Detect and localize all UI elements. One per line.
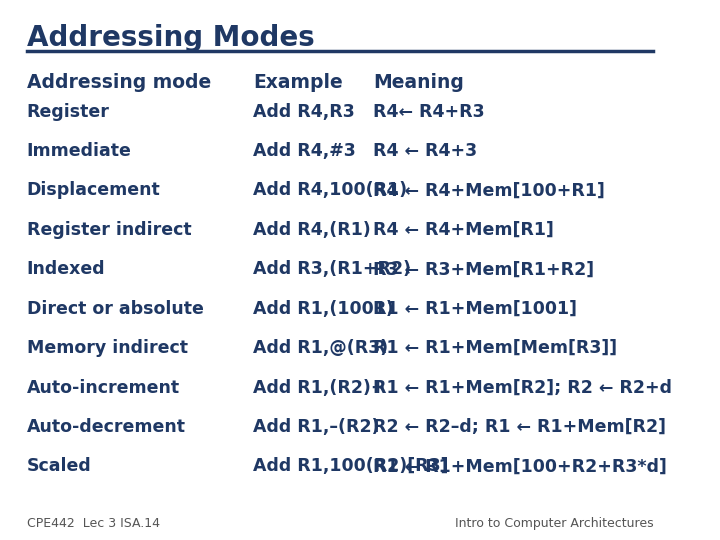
Text: Immediate: Immediate — [27, 142, 132, 160]
Text: Intro to Computer Architectures: Intro to Computer Architectures — [454, 517, 653, 530]
Text: Add R1,@(R3): Add R1,@(R3) — [253, 339, 388, 357]
Text: Scaled: Scaled — [27, 457, 91, 475]
Text: Add R1,(1001): Add R1,(1001) — [253, 300, 394, 318]
Text: Auto-decrement: Auto-decrement — [27, 418, 186, 436]
Text: Meaning: Meaning — [373, 73, 464, 92]
Text: R4 ← R4+3: R4 ← R4+3 — [373, 142, 477, 160]
Text: R1 ← R1+Mem[1001]: R1 ← R1+Mem[1001] — [373, 300, 577, 318]
Text: Add R4,R3: Add R4,R3 — [253, 103, 355, 120]
Text: Register indirect: Register indirect — [27, 221, 192, 239]
Text: Add R1,–(R2): Add R1,–(R2) — [253, 418, 379, 436]
Text: Add R1,100(R2)[R3]: Add R1,100(R2)[R3] — [253, 457, 449, 475]
Text: CPE442  Lec 3 ISA.14: CPE442 Lec 3 ISA.14 — [27, 517, 160, 530]
Text: Displacement: Displacement — [27, 181, 161, 199]
Text: R4← R4+R3: R4← R4+R3 — [373, 103, 485, 120]
Text: Addressing Modes: Addressing Modes — [27, 24, 315, 52]
Text: Add R4,#3: Add R4,#3 — [253, 142, 356, 160]
Text: Example: Example — [253, 73, 343, 92]
Text: R2 ← R2–d; R1 ← R1+Mem[R2]: R2 ← R2–d; R1 ← R1+Mem[R2] — [373, 418, 666, 436]
Text: R1 ← R1+Mem[R2]; R2 ← R2+d: R1 ← R1+Mem[R2]; R2 ← R2+d — [373, 379, 672, 396]
Text: Addressing mode: Addressing mode — [27, 73, 211, 92]
Text: Add R4,(R1): Add R4,(R1) — [253, 221, 371, 239]
Text: Direct or absolute: Direct or absolute — [27, 300, 204, 318]
Text: Add R3,(R1+R2): Add R3,(R1+R2) — [253, 260, 411, 278]
Text: R1 ← R1+Mem[Mem[R3]]: R1 ← R1+Mem[Mem[R3]] — [373, 339, 617, 357]
Text: Add R4,100(R1): Add R4,100(R1) — [253, 181, 408, 199]
Text: R4 ← R4+Mem[R1]: R4 ← R4+Mem[R1] — [373, 221, 554, 239]
Text: Indexed: Indexed — [27, 260, 105, 278]
Text: R3 ← R3+Mem[R1+R2]: R3 ← R3+Mem[R1+R2] — [373, 260, 595, 278]
Text: Register: Register — [27, 103, 109, 120]
Text: Auto-increment: Auto-increment — [27, 379, 180, 396]
Text: R4 ← R4+Mem[100+R1]: R4 ← R4+Mem[100+R1] — [373, 181, 605, 199]
Text: R1 ← R1+Mem[100+R2+R3*d]: R1 ← R1+Mem[100+R2+R3*d] — [373, 457, 667, 475]
Text: Memory indirect: Memory indirect — [27, 339, 188, 357]
Text: Add R1,(R2)+: Add R1,(R2)+ — [253, 379, 386, 396]
